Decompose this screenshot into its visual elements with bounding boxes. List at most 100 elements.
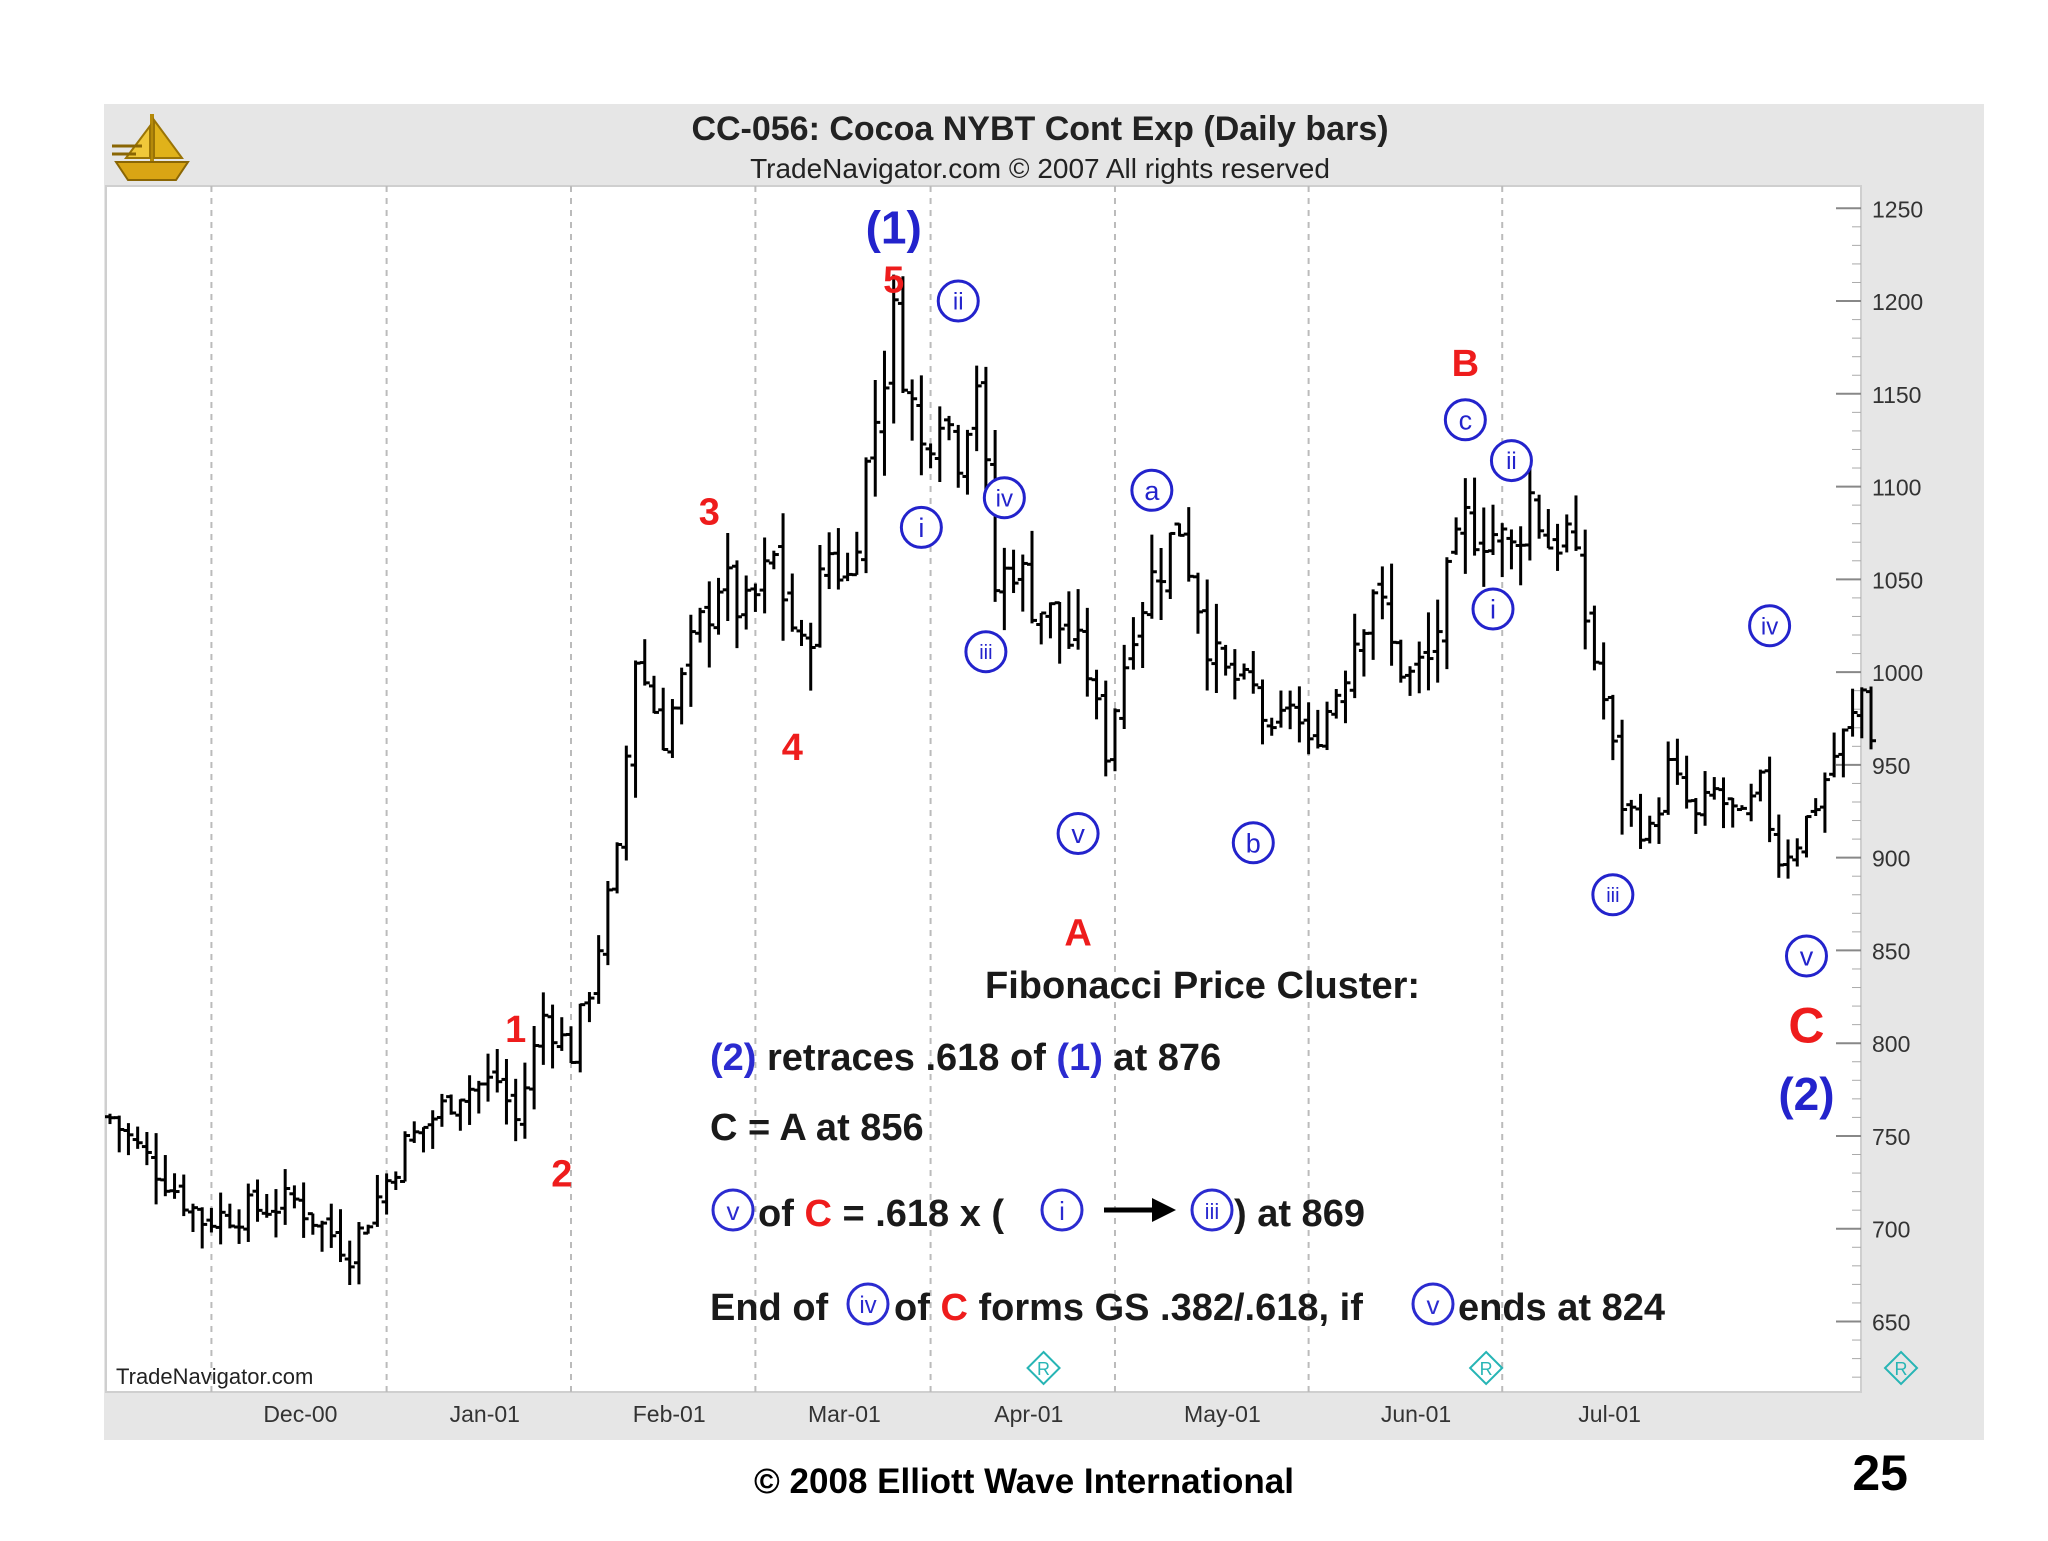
x-tick-label-5: May-01 — [1184, 1401, 1261, 1427]
price-bar — [1773, 814, 1784, 878]
price-bar — [446, 1094, 457, 1115]
price-bar — [1524, 459, 1535, 561]
price-bar — [1709, 777, 1720, 800]
chart-title: CC-056: Cocoa NYBT Cont Exp (Daily bars) — [691, 110, 1388, 148]
price-bar — [538, 992, 549, 1065]
price-bar — [1165, 531, 1176, 599]
price-bar — [1746, 783, 1757, 822]
price-bar — [1847, 688, 1858, 737]
price-bar — [1266, 717, 1277, 736]
price-bar — [1801, 815, 1812, 858]
price-bar — [741, 575, 752, 630]
price-bar — [1451, 517, 1462, 555]
annotation-line3-circle-v: v — [727, 1196, 740, 1226]
price-bar — [1027, 530, 1037, 624]
price-bar — [1460, 478, 1471, 574]
price-bar — [870, 379, 881, 497]
price-bar — [427, 1110, 438, 1149]
price-bar — [907, 379, 918, 441]
wave-label-iii-17: iii — [1591, 873, 1635, 917]
x-tick-label-0: Dec-00 — [263, 1401, 337, 1427]
price-bar — [1174, 522, 1185, 537]
price-bar — [197, 1207, 208, 1249]
price-bar — [944, 415, 955, 441]
price-bar — [1377, 566, 1388, 620]
annotation-line3-circle-i: i — [1059, 1196, 1065, 1226]
price-bar — [473, 1080, 484, 1114]
price-bar — [1543, 509, 1554, 550]
price-bar — [1423, 612, 1434, 691]
annotation-line3-c: C — [804, 1193, 831, 1235]
price-bar — [1866, 686, 1877, 750]
price-bar — [1856, 687, 1867, 739]
price-bar — [510, 1078, 521, 1142]
annotation-line1-text: retraces .618 of — [756, 1037, 1056, 1079]
price-bar — [1386, 563, 1397, 666]
price-bar — [1248, 651, 1259, 694]
x-tick-label-7: Jul-01 — [1578, 1401, 1641, 1427]
wave-label-iv-16: iv — [1748, 604, 1792, 648]
price-bar — [1073, 589, 1084, 650]
wave-label-A-11: A — [1064, 913, 1091, 955]
price-bar — [1783, 839, 1794, 879]
price-bar — [1275, 690, 1286, 728]
price-bar — [1478, 507, 1489, 587]
annotation-line4-circle-v: v — [1427, 1290, 1440, 1320]
price-bar — [787, 573, 798, 632]
price-bar — [778, 513, 789, 641]
price-bar — [980, 366, 991, 493]
wave-label-c-13: c — [1443, 398, 1487, 442]
price-bar — [114, 1115, 125, 1153]
x-tick-label-6: Jun-01 — [1381, 1401, 1451, 1427]
price-bar — [1819, 772, 1830, 833]
copyright-footer: © 2008 Elliott Wave International — [754, 1462, 1294, 1501]
price-bar — [400, 1131, 411, 1183]
y-tick-label-8: 850 — [1872, 938, 1910, 964]
price-bar — [464, 1075, 475, 1125]
svg-text:c: c — [1459, 405, 1473, 435]
price-bar — [1063, 591, 1074, 649]
price-bar — [335, 1209, 346, 1263]
price-bar — [519, 1062, 530, 1139]
price-bar — [1506, 529, 1517, 570]
price-bar — [639, 639, 650, 686]
wave-label-i-4: i — [899, 505, 943, 549]
price-bar — [1322, 701, 1333, 751]
price-bar — [141, 1132, 152, 1166]
price-bar — [1017, 554, 1028, 612]
price-bar — [1663, 741, 1674, 815]
annotation-line1: (2) retraces .618 of (1) at 876 — [710, 1037, 1221, 1079]
wave-label-ii-14: ii — [1489, 439, 1533, 483]
price-bar — [344, 1240, 355, 1285]
price-bar — [1432, 599, 1443, 683]
y-tick-label-2: 1150 — [1872, 382, 1921, 408]
price-bar — [575, 1003, 586, 1073]
annotation-line4-of: of — [894, 1287, 940, 1329]
price-bar — [1727, 797, 1738, 828]
price-bar — [1137, 602, 1148, 669]
wave-label-B-12: B — [1452, 343, 1479, 385]
price-bar — [270, 1189, 281, 1238]
wave-label-i-15: i — [1471, 587, 1515, 631]
price-bar — [1220, 644, 1231, 676]
price-bar — [962, 429, 973, 495]
price-bar — [1792, 838, 1803, 867]
annotation-line3-value: ) at 869 — [1234, 1193, 1365, 1235]
svg-text:R: R — [1037, 1359, 1050, 1379]
svg-text:iv: iv — [996, 485, 1013, 512]
price-bar — [224, 1203, 235, 1229]
y-tick-label-6: 950 — [1872, 753, 1910, 779]
annotation-line3-of: of — [758, 1193, 804, 1235]
price-bar — [1700, 771, 1711, 826]
annotation-line3-circle-iii: iii — [1205, 1199, 1220, 1224]
price-bar — [824, 532, 835, 590]
annotation-heading: Fibonacci Price Cluster: — [985, 965, 1420, 1007]
price-bar — [455, 1098, 466, 1131]
annotation-line4-c: C — [940, 1287, 967, 1329]
price-bar — [630, 660, 641, 798]
price-bar — [897, 276, 908, 393]
price-bar — [1580, 529, 1591, 650]
price-bar — [1755, 769, 1766, 802]
